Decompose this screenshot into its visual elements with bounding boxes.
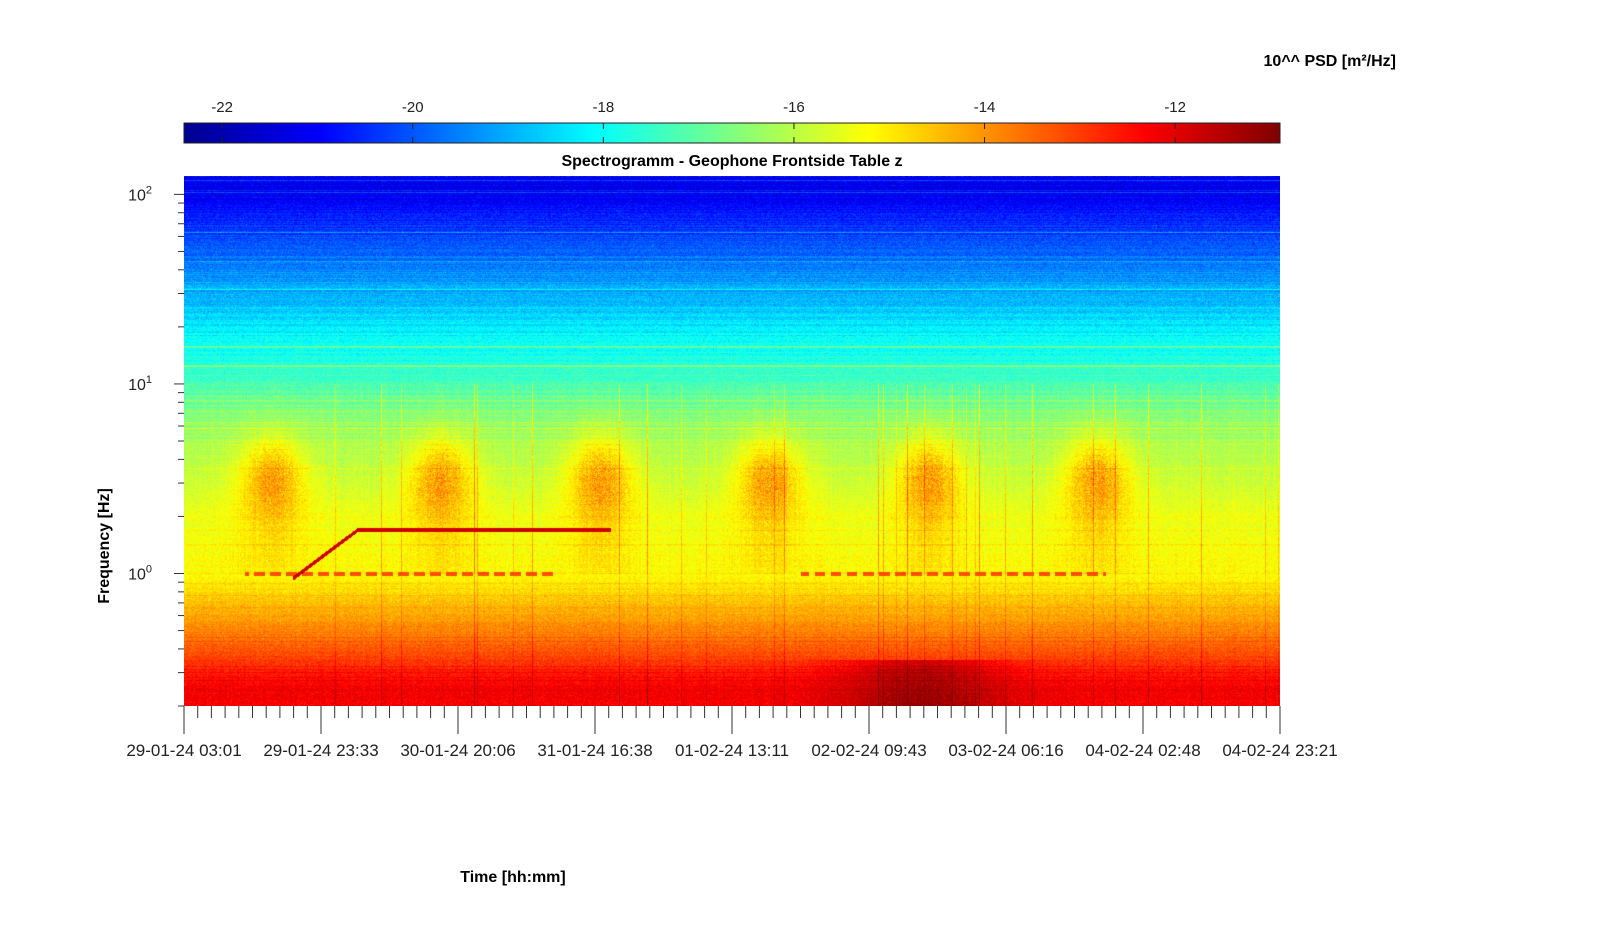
- colorbar: -22 -20 -18 -16 -14 -12 10^^ PSD [m²/Hz]: [183, 53, 1396, 144]
- colorbar-tick-label: -20: [402, 99, 424, 116]
- y-axis-label: Frequency [Hz]: [96, 488, 113, 604]
- x-tick-label: 03-02-24 06:16: [948, 741, 1063, 760]
- x-tick-label: 29-01-24 23:33: [263, 741, 378, 760]
- y-tick-label: 100: [128, 564, 152, 584]
- colorbar-gradient: [183, 122, 1281, 144]
- colorbar-tick-label: -14: [974, 99, 996, 116]
- spectrogram-area: [184, 176, 1280, 706]
- spectrogram-heatmap: [184, 176, 1280, 706]
- colorbar-tick-label: -22: [211, 99, 233, 116]
- chart-title: Spectrogramm - Geophone Frontside Table …: [561, 153, 902, 170]
- colorbar-tick-label: -18: [592, 99, 614, 116]
- colorbar-label: 10^^ PSD [m²/Hz]: [1264, 53, 1396, 70]
- x-tick-label: 04-02-24 23:21: [1222, 741, 1337, 760]
- colorbar-tick-label: -12: [1164, 99, 1186, 116]
- x-axis: 29-01-24 03:01 29-01-24 23:33 30-01-24 20:…: [126, 706, 1338, 760]
- x-tick-label: 01-02-24 13:11: [675, 741, 789, 760]
- x-tick-label: 30-01-24 20:06: [400, 741, 515, 760]
- x-tick-label: 02-02-24 09:43: [811, 741, 926, 760]
- colorbar-tick-label: -16: [783, 99, 805, 116]
- y-tick-label: 102: [128, 184, 152, 204]
- x-tick-label: 04-02-24 02:48: [1085, 741, 1200, 760]
- x-axis-label: Time [hh:mm]: [460, 869, 565, 886]
- y-tick-label: 101: [128, 374, 152, 394]
- x-tick-label: 29-01-24 03:01: [126, 741, 241, 760]
- x-tick-label: 31-01-24 16:38: [537, 741, 652, 760]
- y-axis: 100 101 102: [128, 184, 184, 707]
- colorbar-ticks: -22 -20 -18 -16 -14 -12: [211, 99, 1186, 143]
